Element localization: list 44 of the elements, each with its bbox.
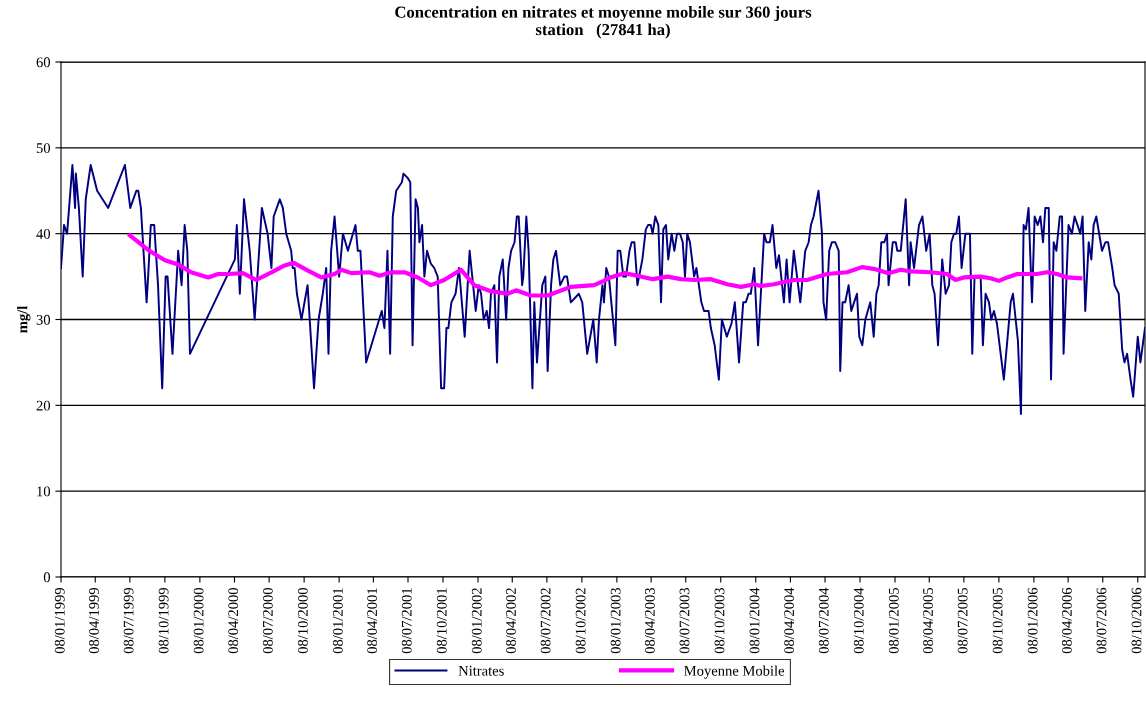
x-tick-label: 08/04/2002	[506, 588, 516, 654]
x-tick-label: 08/10/2002	[575, 588, 586, 654]
x-tick-label: 08/07/2001	[401, 588, 412, 654]
x-tick-label: 08/04/2000	[228, 587, 239, 654]
x-tick-label: 08/01/2006	[1027, 587, 1038, 654]
x-tick-label: 08/01/2004	[749, 587, 760, 654]
x-tick-label: 08/07/2000	[262, 587, 273, 654]
line-series	[127, 233, 1083, 298]
x-tick-label: 08/07/2004	[818, 587, 829, 654]
x-tick-label: 08/04/2005	[923, 587, 933, 654]
y-tick-label: 0	[43, 572, 51, 583]
x-tick-label: 08/07/1999	[123, 588, 134, 654]
x-tick-label: 08/01/2005	[888, 587, 899, 654]
x-tick-label: 08/04/1999	[89, 588, 99, 654]
y-tick-label: 40	[36, 229, 51, 239]
x-tick-label: 08/07/2006	[1096, 587, 1107, 654]
legend-label: Moyenne Mobile	[684, 665, 785, 679]
x-tick-label: 08/01/2002	[471, 588, 482, 654]
y-tick-label: 30	[36, 314, 51, 325]
x-tick-label: 08/10/2004	[853, 587, 864, 654]
x-tick-label: 08/10/2005	[992, 587, 1003, 654]
y-tick-label: 60	[36, 57, 51, 68]
x-tick-label: 08/07/2002	[540, 588, 551, 654]
x-tick-label: 08/04/2006	[1061, 587, 1072, 654]
x-tick-label: 08/10/2006	[1131, 587, 1142, 654]
y-tick-label: 20	[36, 400, 51, 411]
x-tick-label: 08/04/2003	[644, 587, 655, 654]
x-tick-label: 08/10/2003	[714, 587, 725, 654]
x-tick-label: 08/07/2005	[957, 587, 968, 654]
x-tick-label: 08/04/2001	[367, 588, 378, 654]
x-tick-label: 08/01/1999	[54, 588, 65, 654]
x-tick-label: 08/01/2003	[610, 587, 621, 654]
x-tick-label: 08/10/1999	[158, 588, 169, 654]
x-tick-label: 08/01/2000	[193, 587, 204, 654]
y-tick-label: 10	[37, 486, 51, 497]
x-tick-label: 08/07/2003	[679, 587, 690, 654]
x-tick-label: 08/04/2004	[784, 587, 795, 654]
x-tick-label: 08/10/2000	[297, 587, 308, 654]
legend-label: Nitrates	[458, 665, 504, 676]
y-axis-title: mg/l	[17, 305, 31, 333]
x-tick-label: 08/10/2001	[436, 588, 447, 654]
chart-title: Concentration en nitrates et moyenne mobile sur 360 jours station (27841 ha)	[395, 6, 812, 39]
y-tick-label: 50	[36, 143, 51, 154]
x-tick-label: 08/01/2001	[332, 588, 343, 654]
